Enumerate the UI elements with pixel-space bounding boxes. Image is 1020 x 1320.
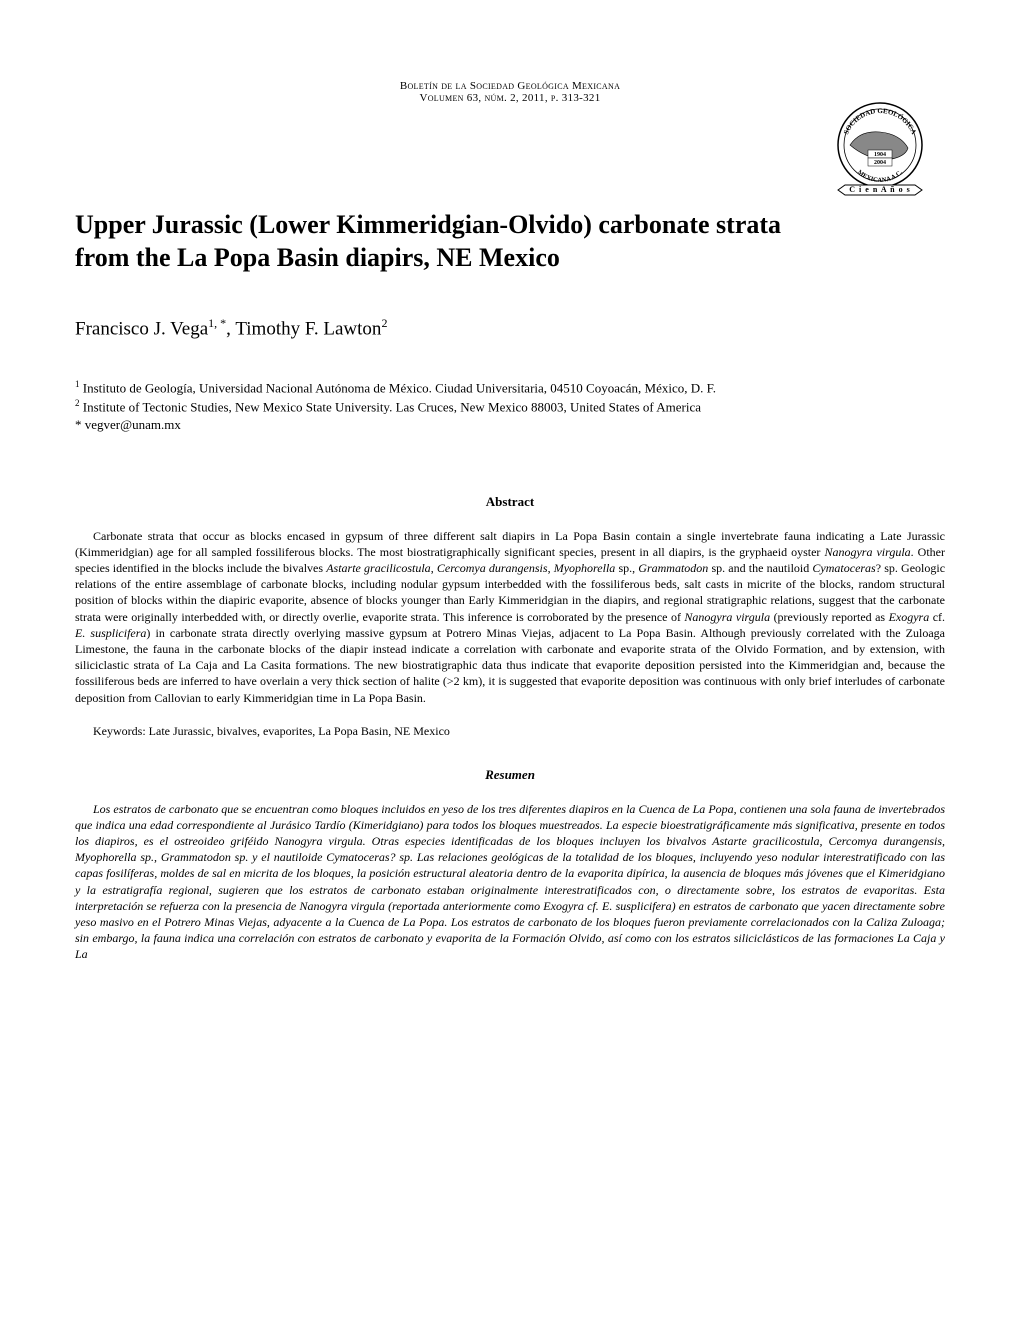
abs-text-6: sp. and the nautiloid — [708, 561, 812, 575]
aff2-text: Institute of Tectonic Studies, New Mexic… — [83, 400, 701, 415]
abstract-paragraph: Carbonate strata that occur as blocks en… — [75, 528, 945, 706]
svg-text:2004: 2004 — [874, 160, 886, 166]
abs-italic-8: Exogyra — [889, 610, 930, 624]
article-title: Upper Jurassic (Lower Kimmeridgian-Olvid… — [75, 209, 825, 274]
author-1-sup: 1, * — [208, 316, 226, 330]
abs-text-9: cf. — [929, 610, 945, 624]
logo-svg: SOCIEDAD GEOLÓGICA MEXICANA A.C. 1904 20… — [830, 100, 930, 205]
author-separator: , — [226, 318, 235, 339]
resumen-heading: Resumen — [75, 767, 945, 783]
corresponding-email: * vegver@unam.mx — [75, 416, 945, 434]
abs-text-10: ) in carbonate strata directly overlying… — [75, 626, 945, 705]
affiliation-1: 1 Instituto de Geología, Universidad Nac… — [75, 378, 945, 397]
abs-italic-1: Nanogyra virgula — [824, 545, 910, 559]
abstract-heading: Abstract — [75, 494, 945, 510]
keywords-line: Keywords: Late Jurassic, bivalves, evapo… — [75, 724, 945, 739]
abs-text-5: sp., — [615, 561, 638, 575]
aff2-sup: 2 — [75, 398, 80, 408]
abs-text-1: Carbonate strata that occur as blocks en… — [75, 529, 945, 559]
abs-italic-6: Cymatoceras — [812, 561, 875, 575]
abs-italic-9: E. susplicifera — [75, 626, 146, 640]
aff1-sup: 1 — [75, 379, 80, 389]
resumen-paragraph: Los estratos de carbonato que se encuent… — [75, 801, 945, 963]
abs-italic-2: Astarte gracilicostula — [326, 561, 430, 575]
journal-name: Boletín de la Sociedad Geológica Mexican… — [75, 80, 945, 92]
author-2-sup: 2 — [381, 316, 387, 330]
abs-text-8: (previously reported as — [770, 610, 888, 624]
svg-text:C i e n A ñ o s: C i e n A ñ o s — [849, 185, 910, 194]
journal-volume: Volumen 63, núm. 2, 2011, p. 313-321 — [75, 92, 945, 104]
abs-italic-5: Grammatodon — [638, 561, 708, 575]
affiliation-2: 2 Institute of Tectonic Studies, New Mex… — [75, 397, 945, 416]
society-logo: SOCIEDAD GEOLÓGICA MEXICANA A.C. 1904 20… — [830, 100, 930, 205]
aff1-text: Instituto de Geología, Universidad Nacio… — [83, 381, 716, 396]
abs-italic-3: Cercomya durangensis — [437, 561, 548, 575]
author-1-name: Francisco J. Vega — [75, 318, 208, 339]
svg-text:1904: 1904 — [874, 152, 886, 158]
abs-italic-7: Nanogyra virgula — [684, 610, 770, 624]
journal-header: Boletín de la Sociedad Geológica Mexican… — [75, 80, 945, 104]
email-label: * — [75, 417, 85, 432]
authors-line: Francisco J. Vega1, *, Timothy F. Lawton… — [75, 316, 945, 340]
abs-italic-4: Myophorella — [554, 561, 616, 575]
email-address: vegver@unam.mx — [85, 417, 181, 432]
author-2-name: Timothy F. Lawton — [235, 318, 381, 339]
affiliations-block: 1 Instituto de Geología, Universidad Nac… — [75, 378, 945, 433]
